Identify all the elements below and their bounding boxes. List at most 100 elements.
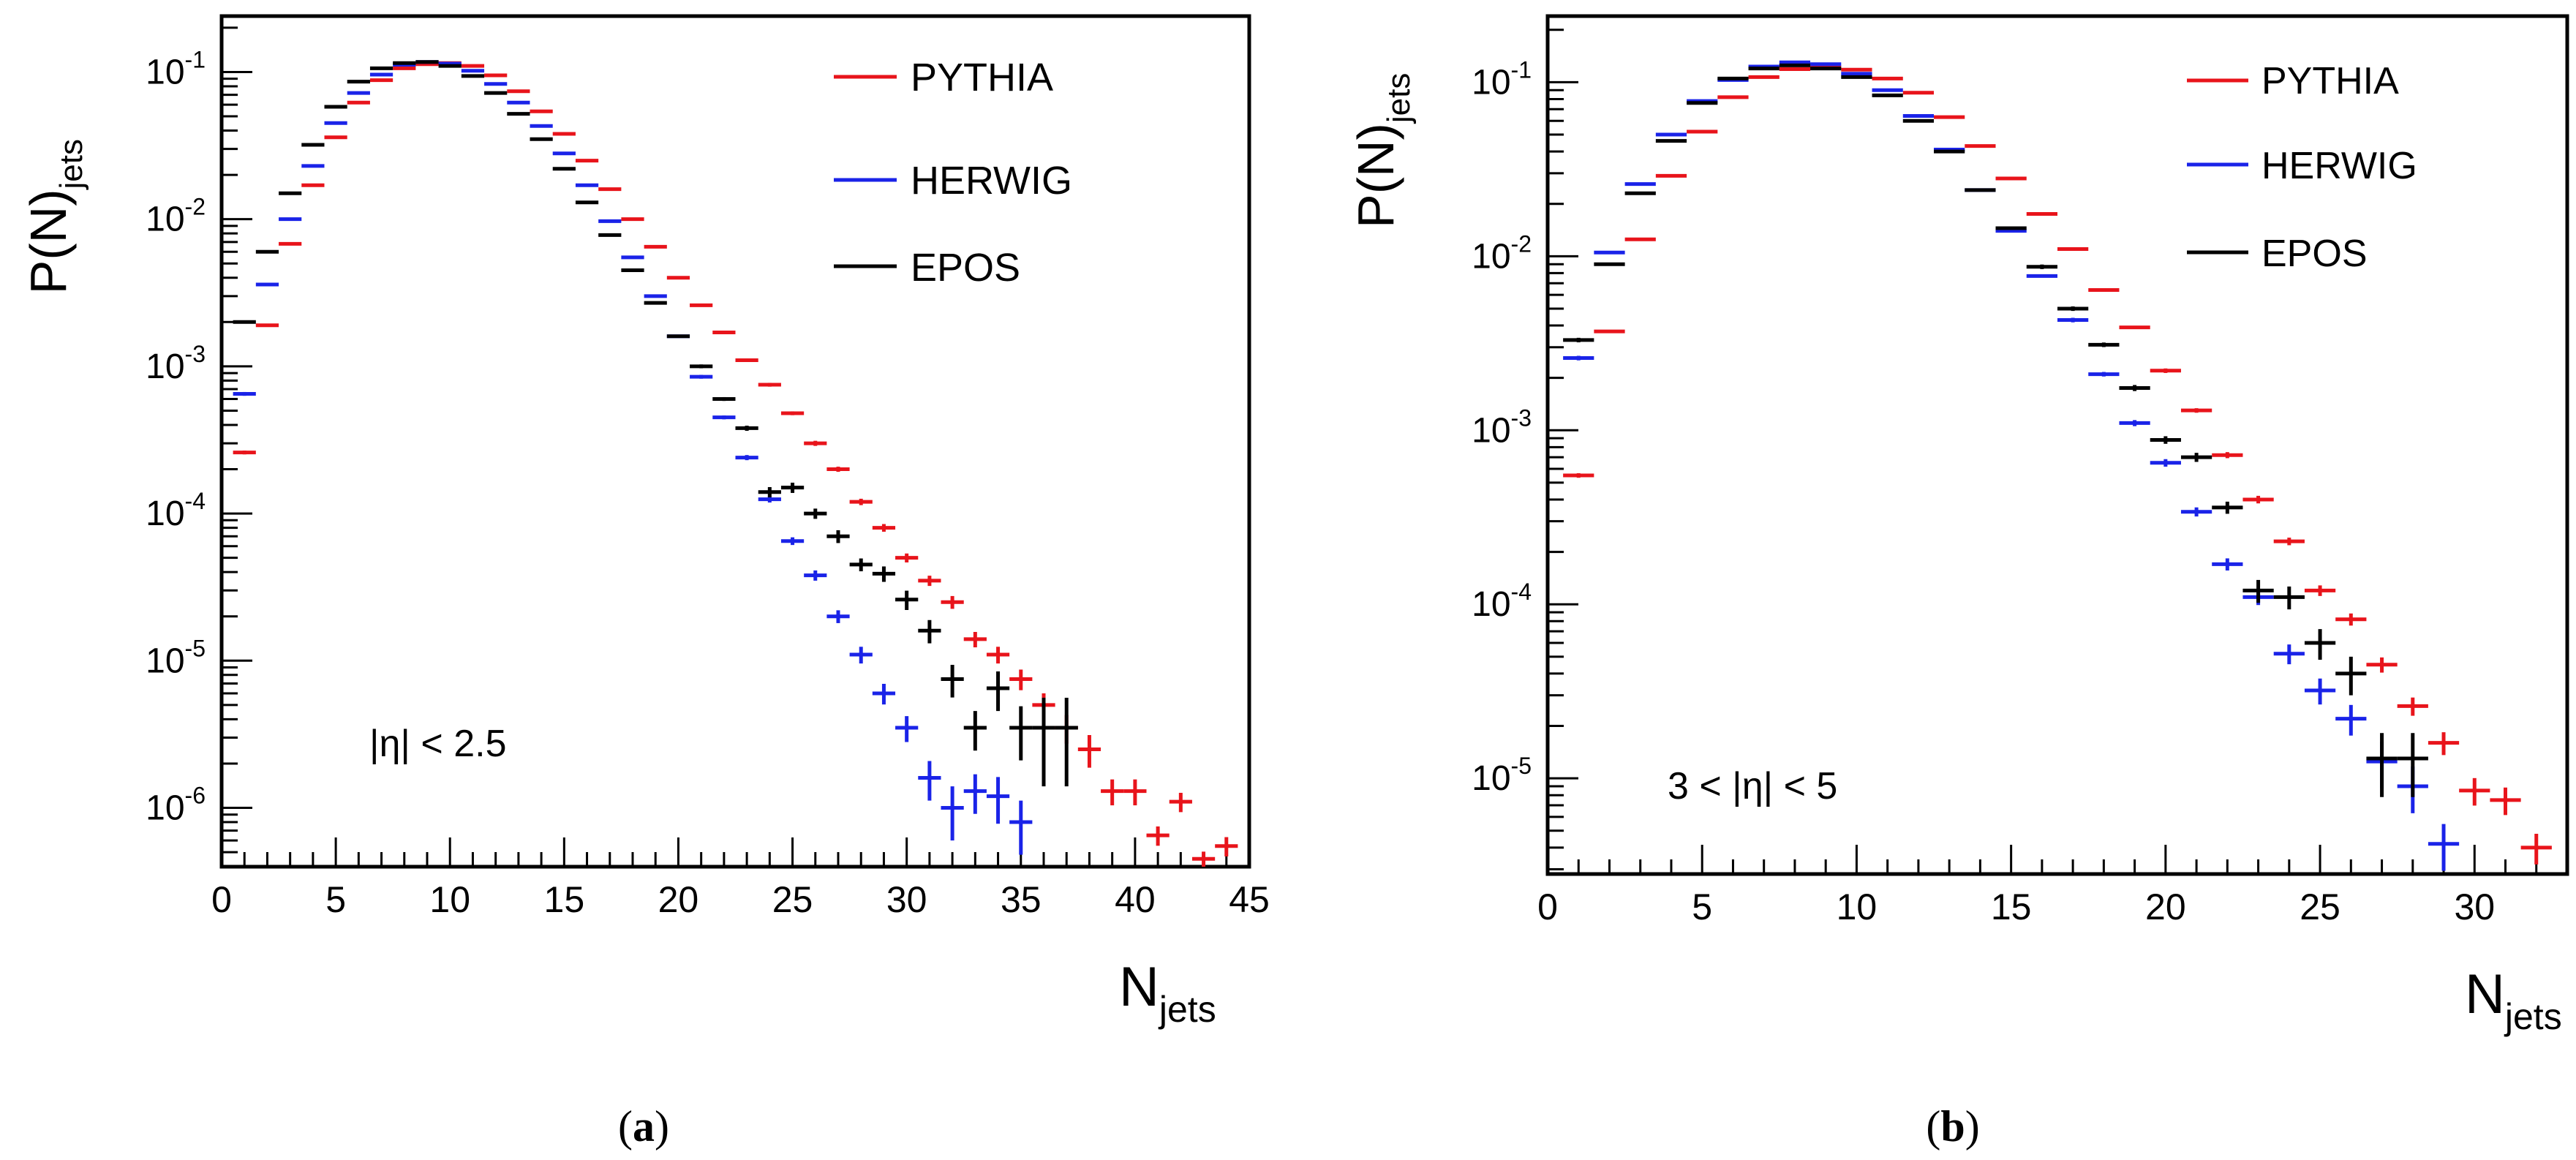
data-point-epos	[1717, 76, 1749, 80]
data-point-pythia	[2335, 613, 2367, 626]
data-point-herwig	[530, 124, 553, 128]
x-tick-label: 35	[1001, 879, 1042, 920]
data-point-epos	[2180, 453, 2212, 462]
eta-annotation-a: |η| < 2.5	[369, 723, 506, 765]
data-point-pythia	[735, 358, 758, 363]
data-point-epos	[233, 320, 256, 324]
y-tick-exponent: -5	[185, 635, 206, 661]
data-point-pythia	[1077, 734, 1101, 768]
data-point-pythia	[666, 276, 690, 280]
data-point-herwig	[712, 415, 736, 420]
data-point-pythia	[1563, 472, 1594, 478]
data-point-herwig	[484, 82, 508, 86]
y-tick-exponent: -1	[185, 46, 206, 72]
y-axis-title-sub: jets	[1381, 73, 1417, 124]
data-point-pythia	[2304, 585, 2336, 596]
data-point-herwig	[2057, 317, 2089, 323]
x-tick-label: 0	[211, 879, 232, 920]
data-point-pythia	[598, 187, 622, 192]
data-point-herwig	[461, 69, 485, 73]
data-point-epos	[849, 558, 873, 572]
data-point-epos	[941, 664, 964, 698]
caption-b: (b)	[1926, 1102, 1979, 1150]
x-tick-label: 0	[1537, 886, 1558, 927]
data-point-herwig	[735, 455, 758, 461]
data-point-pythia	[758, 383, 781, 387]
legend-label-herwig: HERWIG	[2261, 145, 2417, 187]
data-point-herwig	[941, 786, 964, 841]
y-tick-base: 10	[1472, 63, 1510, 102]
y-tick-exponent: -2	[185, 194, 206, 220]
data-point-pythia	[324, 135, 347, 140]
data-point-herwig	[1779, 60, 1811, 64]
data-point-pythia	[369, 78, 393, 83]
data-point-pythia	[2057, 246, 2089, 251]
data-point-pythia	[507, 89, 530, 94]
data-point-pythia	[1717, 95, 1749, 99]
data-point-herwig	[872, 683, 896, 705]
data-point-epos	[1810, 67, 1842, 71]
y-axis-title-sub: jets	[53, 139, 89, 190]
data-point-epos	[1902, 118, 1935, 123]
x-tick-label: 5	[325, 879, 346, 920]
data-point-herwig	[644, 294, 667, 298]
data-point-pythia	[233, 451, 256, 455]
x-axis-title-main: N	[2465, 963, 2505, 1025]
data-point-epos	[1655, 139, 1687, 143]
data-point-pythia	[1215, 837, 1238, 856]
data-point-herwig	[1563, 355, 1594, 361]
y-tick-base: 10	[1472, 585, 1510, 624]
data-point-pythia	[393, 66, 416, 70]
legend-label-pythia: PYTHIA	[911, 56, 1053, 99]
y-tick-label: 10-1	[1472, 56, 1532, 102]
data-point-pythia	[804, 440, 827, 446]
x-tick-label: 40	[1115, 879, 1156, 920]
y-tick-label: 10-2	[146, 194, 206, 239]
x-axis-title-sub: jets	[1158, 989, 1216, 1030]
data-point-herwig	[963, 774, 987, 814]
data-point-pythia	[255, 323, 279, 328]
data-point-herwig	[324, 121, 347, 125]
data-point-pythia	[826, 467, 850, 472]
data-point-epos	[369, 66, 393, 70]
data-point-epos	[826, 530, 850, 543]
x-axis-title-sub: jets	[2504, 996, 2562, 1037]
data-point-herwig	[621, 255, 644, 260]
data-point-pythia	[2273, 538, 2305, 546]
plot-frame-b	[1545, 14, 2569, 876]
data-point-pythia	[2397, 697, 2428, 716]
data-point-herwig	[301, 164, 325, 168]
legend-label-epos: EPOS	[2261, 233, 2368, 275]
data-point-epos	[552, 167, 576, 171]
data-point-epos	[918, 619, 941, 644]
x-tick-label: 15	[1991, 886, 2032, 927]
x-tick-label: 25	[2300, 886, 2340, 927]
data-point-pythia	[2119, 325, 2150, 330]
y-tick-exponent: -3	[1511, 404, 1532, 431]
caption-a: (a)	[618, 1102, 669, 1150]
data-point-herwig	[2273, 644, 2305, 665]
y-tick-exponent: -4	[185, 488, 206, 514]
y-tick-label: 10-3	[1472, 404, 1532, 450]
data-point-epos	[758, 486, 781, 497]
data-point-herwig	[279, 217, 302, 222]
x-tick-label: 15	[544, 879, 585, 920]
data-point-pythia	[1934, 115, 1965, 119]
data-point-pythia	[1594, 329, 1625, 334]
legend-a: PYTHIA HERWIG EPOS	[834, 56, 1072, 290]
y-tick-label: 10-1	[146, 46, 206, 91]
data-point-herwig	[2428, 824, 2460, 871]
data-point-epos	[2119, 385, 2150, 391]
data-point-pythia	[621, 217, 644, 222]
y-tick-base: 10	[146, 494, 184, 533]
data-point-pythia	[2366, 657, 2398, 673]
panel-b: P(N)jets 0 5 10 15 20 25 3010-510-410-310-210-…	[1347, 14, 2569, 1150]
data-point-epos	[1624, 191, 1656, 195]
data-point-herwig	[2212, 558, 2243, 570]
data-point-herwig	[2150, 459, 2181, 467]
x-tick-label: 10	[429, 879, 470, 920]
data-point-epos	[1934, 149, 1965, 154]
data-point-herwig	[2180, 507, 2212, 517]
